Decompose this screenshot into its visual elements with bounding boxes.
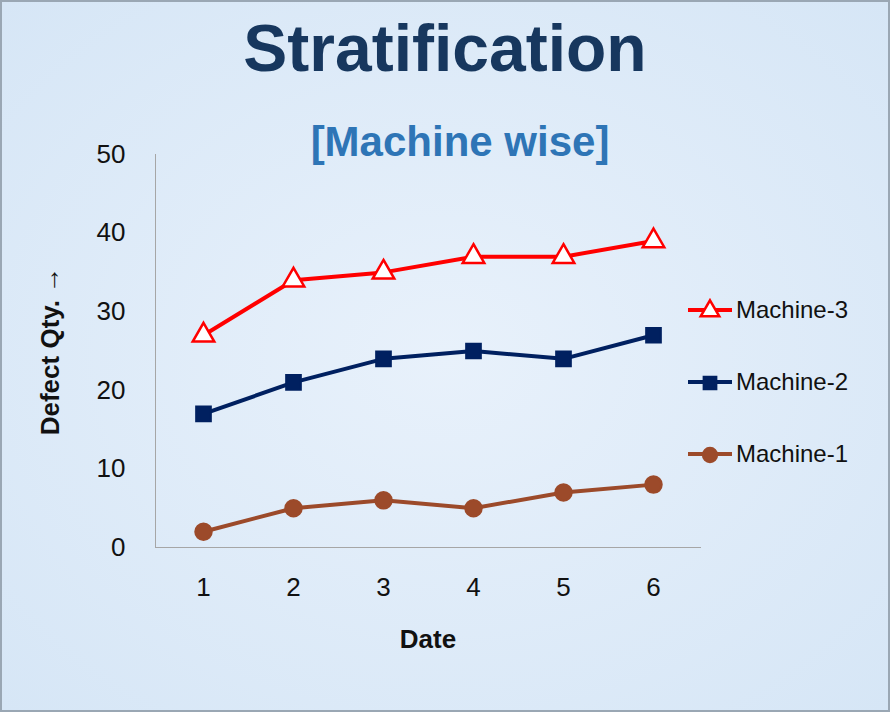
html-text:Machine-3: Machine-3 [736, 296, 849, 323]
svg-text:4: 4 [466, 572, 480, 602]
svg-text:50: 50 [97, 139, 126, 169]
svg-text:30: 30 [97, 296, 126, 326]
svg-text:20: 20 [97, 375, 126, 405]
svg-text:6: 6 [646, 572, 660, 602]
svg-text:Date: Date [400, 624, 456, 654]
html-text:[Machine wise]: [Machine wise] [310, 118, 610, 165]
svg-text:Defect Qty. →: Defect Qty. → [35, 267, 65, 436]
svg-text:2: 2 [286, 572, 300, 602]
svg-text:0: 0 [111, 532, 125, 562]
svg-text:3: 3 [376, 572, 390, 602]
svg-text:1: 1 [196, 572, 210, 602]
html-text:Stratification: Stratification [243, 11, 647, 85]
svg-text:40: 40 [97, 217, 126, 247]
html-text:Machine-2: Machine-2 [736, 368, 849, 395]
svg-text:5: 5 [556, 572, 570, 602]
svg-text:10: 10 [97, 453, 126, 483]
html-text:Machine-1: Machine-1 [736, 440, 849, 467]
